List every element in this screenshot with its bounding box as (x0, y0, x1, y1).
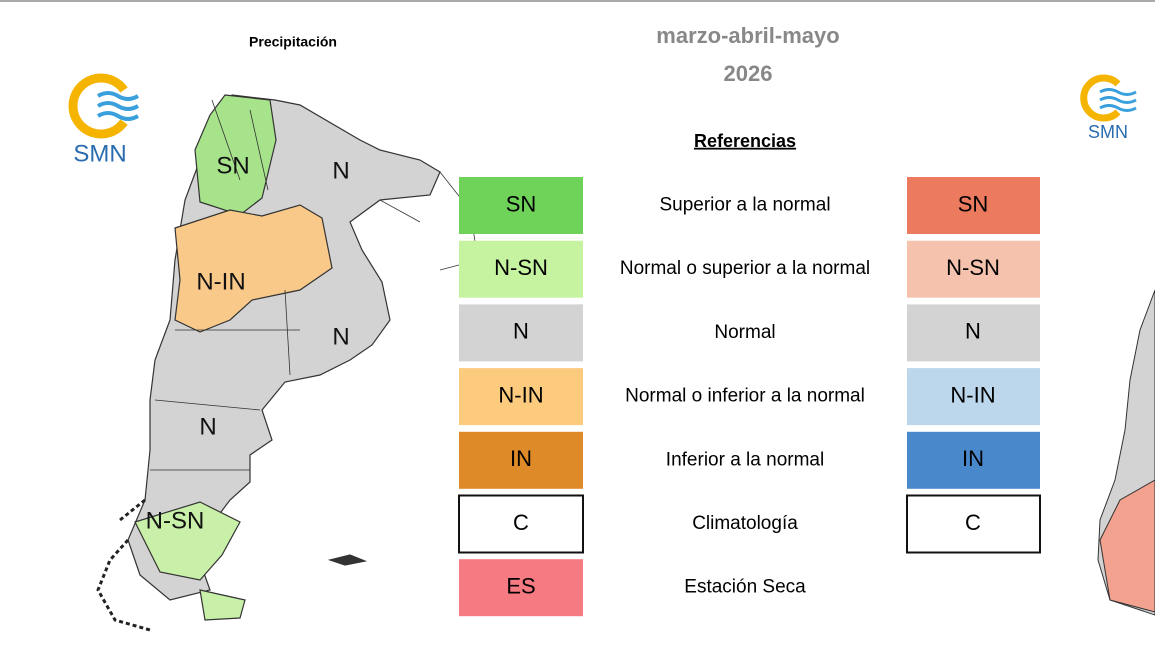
logo-text: SMN (1088, 122, 1128, 142)
map-label: SN (216, 152, 249, 179)
map-title: Precipitación (249, 34, 337, 50)
legend-swatch (459, 304, 583, 362)
logo: SMN (68, 73, 140, 167)
year: 2026 (724, 61, 773, 86)
legend-code: C (513, 510, 529, 535)
map-label: N (332, 157, 349, 184)
legend-swatch (907, 304, 1040, 362)
period: marzo-abril-mayo (656, 23, 839, 48)
legend-code: N-SN (494, 255, 548, 280)
legend-swatch (907, 368, 1040, 426)
legend-swatch (459, 240, 583, 298)
map-label: N (199, 413, 216, 440)
map-label: N (332, 323, 349, 350)
legend-code: SN (958, 191, 989, 216)
legend-swatch (459, 177, 583, 234)
legend-text: Superior a la normal (659, 195, 830, 216)
legend-code: N (513, 319, 529, 344)
legend-code: N (965, 319, 981, 344)
legend-text: Normal o superior a la normal (620, 258, 870, 279)
legend-swatch (459, 368, 583, 426)
legend-swatch (907, 240, 1040, 298)
map (96, 94, 479, 632)
legend: SN Superior a la normal SN N-SN Normal o sup… (458, 177, 1041, 617)
logo-text: SMN (73, 140, 126, 167)
legend-swatch (906, 494, 1041, 554)
map-partial (1099, 479, 1155, 613)
legend-swatch (907, 431, 1040, 489)
legend-text: Inferior a la normal (666, 449, 824, 470)
legend-swatch (907, 177, 1040, 234)
legend-title: Referencias (694, 131, 796, 151)
legend-code: N-IN (498, 382, 543, 407)
legend-text: Climatología (692, 513, 798, 534)
legend-swatch (458, 494, 584, 554)
legend-swatch (459, 559, 583, 617)
logo: SMN (1080, 74, 1137, 142)
legend-swatch (459, 431, 583, 489)
legend-code: N-SN (946, 255, 1000, 280)
map-label: N-IN (196, 268, 245, 295)
legend-code: N-IN (950, 382, 995, 407)
legend-code: IN (510, 446, 532, 471)
legend-text: Estación Seca (684, 577, 806, 598)
map-label: N-SN (146, 507, 205, 534)
legend-code: IN (962, 446, 984, 471)
legend-code: SN (506, 191, 537, 216)
legend-text: Normal (714, 322, 775, 343)
legend-code: ES (506, 574, 535, 599)
legend-code: C (965, 510, 981, 535)
legend-text: Normal o inferior a la normal (625, 386, 865, 407)
